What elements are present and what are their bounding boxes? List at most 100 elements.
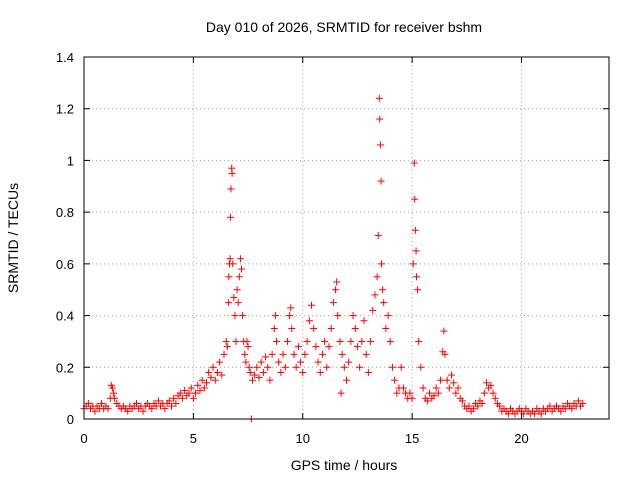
y-tick-label: 1 bbox=[67, 153, 74, 168]
data-point bbox=[483, 379, 490, 387]
data-point bbox=[417, 363, 425, 371]
data-point bbox=[382, 325, 390, 332]
data-point bbox=[301, 350, 309, 358]
data-point bbox=[340, 363, 348, 371]
data-point bbox=[270, 325, 278, 332]
y-tick-label: 0.8 bbox=[56, 205, 74, 220]
data-point bbox=[376, 115, 384, 123]
data-point bbox=[91, 407, 99, 415]
data-point bbox=[474, 402, 482, 410]
data-point bbox=[266, 376, 274, 384]
data-point bbox=[172, 399, 180, 407]
data-point bbox=[489, 389, 497, 397]
data-point bbox=[288, 325, 296, 332]
data-point bbox=[251, 371, 259, 379]
y-axis-label: SRMTID / TECUs bbox=[5, 183, 21, 293]
x-tick-label: 10 bbox=[296, 431, 310, 446]
data-point bbox=[367, 337, 375, 345]
data-point bbox=[271, 312, 279, 320]
data-point bbox=[443, 376, 451, 384]
data-point bbox=[187, 384, 195, 392]
data-point bbox=[557, 407, 565, 415]
data-point bbox=[242, 358, 250, 366]
data-point bbox=[323, 363, 331, 371]
data-point bbox=[448, 371, 455, 379]
data-point bbox=[245, 363, 253, 371]
x-axis-label: GPS time / hours bbox=[291, 457, 398, 473]
data-point bbox=[244, 343, 252, 351]
data-point bbox=[574, 397, 582, 405]
data-points bbox=[80, 94, 587, 423]
y-tick-labels: 0 0.2 0.4 0.6 0.8 1 1.2 1.4 bbox=[56, 50, 74, 427]
data-point bbox=[223, 343, 231, 351]
data-point bbox=[336, 337, 344, 345]
data-point bbox=[165, 397, 173, 405]
data-point bbox=[411, 195, 419, 203]
data-point bbox=[338, 350, 346, 358]
data-point bbox=[253, 363, 261, 371]
data-point bbox=[248, 376, 256, 384]
data-point bbox=[327, 325, 335, 332]
data-point bbox=[546, 402, 554, 410]
data-point bbox=[238, 265, 245, 273]
data-point bbox=[176, 389, 184, 397]
data-point bbox=[154, 397, 162, 405]
data-point bbox=[133, 399, 140, 407]
y-tick-label: 0.4 bbox=[56, 309, 74, 324]
data-point bbox=[465, 402, 473, 410]
data-point bbox=[413, 273, 420, 281]
data-point bbox=[241, 350, 249, 358]
data-point bbox=[378, 260, 385, 268]
data-point bbox=[228, 169, 236, 177]
data-point bbox=[318, 350, 326, 358]
data-point bbox=[399, 384, 407, 392]
data-point bbox=[480, 389, 488, 397]
data-point bbox=[110, 389, 118, 397]
plot-frame bbox=[83, 56, 610, 420]
data-point bbox=[287, 304, 295, 312]
data-point bbox=[168, 402, 175, 410]
data-point bbox=[369, 306, 377, 314]
data-point bbox=[277, 368, 285, 376]
data-point bbox=[478, 399, 486, 407]
data-point bbox=[189, 394, 197, 402]
data-point bbox=[450, 379, 458, 387]
data-point bbox=[312, 343, 320, 351]
data-point bbox=[243, 337, 251, 345]
data-point bbox=[257, 358, 265, 366]
data-point bbox=[227, 185, 235, 193]
data-point bbox=[207, 374, 215, 382]
data-point bbox=[233, 286, 241, 294]
data-point bbox=[432, 384, 440, 392]
data-point bbox=[224, 299, 232, 307]
data-point bbox=[194, 381, 202, 389]
data-point bbox=[351, 325, 359, 332]
data-point bbox=[414, 286, 422, 294]
data-point bbox=[185, 389, 193, 397]
data-point bbox=[332, 286, 340, 294]
data-point bbox=[161, 405, 169, 413]
data-point bbox=[281, 363, 289, 371]
data-point bbox=[364, 368, 372, 376]
data-point bbox=[426, 389, 434, 397]
data-point bbox=[487, 381, 495, 389]
data-point bbox=[391, 376, 399, 384]
data-point bbox=[406, 389, 414, 397]
data-point bbox=[218, 371, 226, 379]
data-point bbox=[345, 358, 353, 366]
data-point bbox=[148, 405, 156, 413]
data-point bbox=[234, 299, 242, 307]
data-point bbox=[104, 405, 112, 413]
data-point bbox=[374, 231, 382, 239]
data-point bbox=[537, 410, 545, 418]
data-point bbox=[264, 363, 272, 371]
data-point bbox=[310, 325, 318, 332]
data-point bbox=[227, 213, 235, 221]
data-point bbox=[377, 177, 385, 185]
y-tick-label: 1.2 bbox=[56, 102, 74, 117]
data-point bbox=[316, 368, 324, 376]
data-point bbox=[388, 363, 396, 371]
data-point bbox=[375, 94, 383, 102]
data-point bbox=[308, 301, 315, 309]
